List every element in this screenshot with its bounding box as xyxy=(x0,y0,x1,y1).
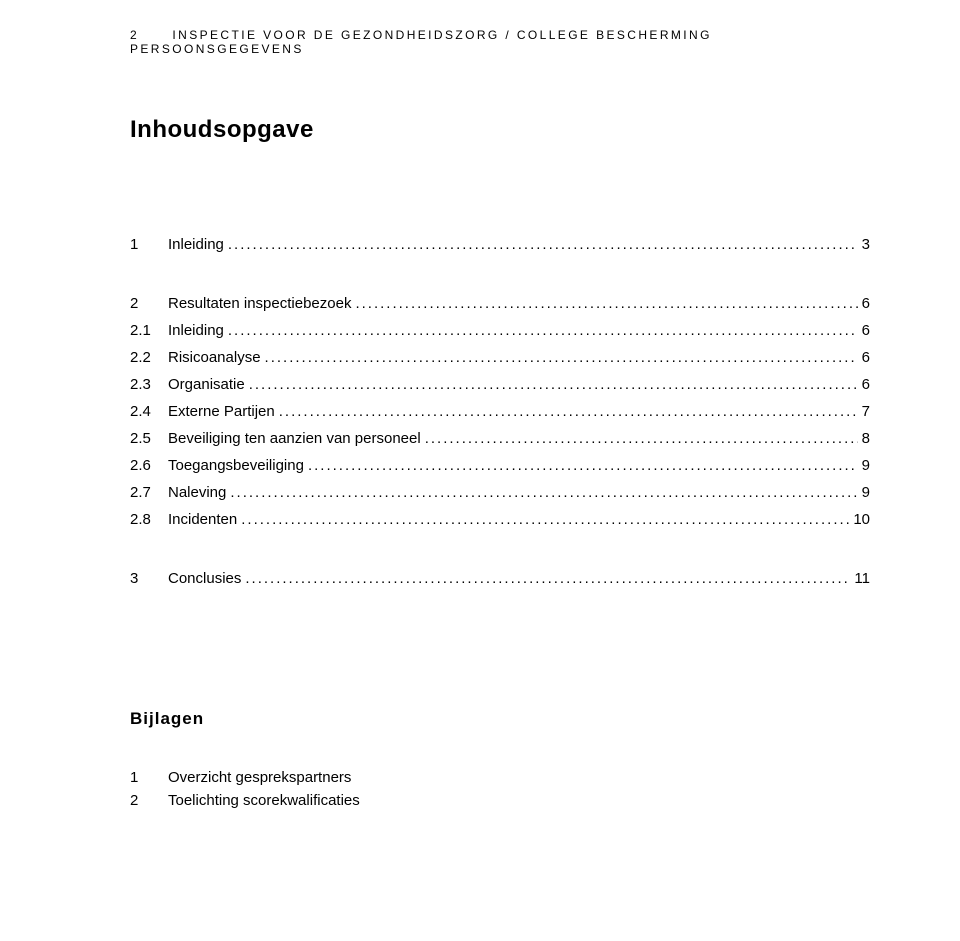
toc-page: 6 xyxy=(858,347,870,368)
toc-page: 9 xyxy=(858,482,870,503)
toc-page: 9 xyxy=(858,455,870,476)
toc-row: 1 Inleiding ............................… xyxy=(130,234,870,255)
attachments-list: 1 Overzicht gesprekspartners 2 Toelichti… xyxy=(130,769,870,809)
toc-leader: ........................................… xyxy=(241,509,849,530)
toc-number: 2.3 xyxy=(130,374,168,395)
attachment-row: 2 Toelichting scorekwalificaties xyxy=(130,792,870,809)
toc-label: Naleving xyxy=(168,482,230,503)
attachment-row: 1 Overzicht gesprekspartners xyxy=(130,769,870,786)
toc-leader: ........................................… xyxy=(245,568,850,589)
toc-label: Organisatie xyxy=(168,374,249,395)
toc-row: 3 Conclusies ...........................… xyxy=(130,568,870,589)
toc-leader: ........................................… xyxy=(249,374,858,395)
spacer xyxy=(130,261,870,287)
toc-page: 11 xyxy=(850,568,870,589)
toc-number: 2.5 xyxy=(130,428,168,449)
table-of-contents: 1 Inleiding ............................… xyxy=(130,234,870,589)
toc-number: 2.2 xyxy=(130,347,168,368)
toc-label: Inleiding xyxy=(168,320,228,341)
attachment-number: 1 xyxy=(130,769,168,786)
toc-row: 2.6 Toegangsbeveiliging ................… xyxy=(130,455,870,476)
attachment-label: Overzicht gesprekspartners xyxy=(168,769,351,786)
toc-label: Externe Partijen xyxy=(168,401,279,422)
toc-page: 6 xyxy=(858,374,870,395)
toc-number: 2.7 xyxy=(130,482,168,503)
page-number: 2 xyxy=(130,28,137,42)
toc-number: 3 xyxy=(130,568,168,589)
toc-leader: ........................................… xyxy=(279,401,858,422)
toc-row: 2.2 Risicoanalyse ......................… xyxy=(130,347,870,368)
toc-number: 2.8 xyxy=(130,509,168,530)
toc-page: 8 xyxy=(858,428,870,449)
running-head-text: INSPECTIE VOOR DE GEZONDHEIDSZORG / COLL… xyxy=(130,28,712,56)
toc-page: 10 xyxy=(849,509,870,530)
toc-row: 2.4 Externe Partijen ...................… xyxy=(130,401,870,422)
running-head: 2 INSPECTIE VOOR DE GEZONDHEIDSZORG / CO… xyxy=(130,28,870,56)
toc-page: 7 xyxy=(858,401,870,422)
toc-leader: ........................................… xyxy=(230,482,857,503)
toc-leader: ........................................… xyxy=(265,347,858,368)
toc-number: 2 xyxy=(130,293,168,314)
toc-row: 2.8 Incidenten .........................… xyxy=(130,509,870,530)
toc-label: Resultaten inspectiebezoek xyxy=(168,293,355,314)
toc-page: 3 xyxy=(858,234,870,255)
toc-number: 1 xyxy=(130,234,168,255)
toc-number: 2.1 xyxy=(130,320,168,341)
toc-label: Beveiliging ten aanzien van personeel xyxy=(168,428,425,449)
toc-page: 6 xyxy=(858,293,870,314)
attachments-heading: Bijlagen xyxy=(130,709,870,729)
toc-row: 2.7 Naleving ...........................… xyxy=(130,482,870,503)
toc-row: 2 Resultaten inspectiebezoek ...........… xyxy=(130,293,870,314)
spacer xyxy=(130,536,870,562)
toc-leader: ........................................… xyxy=(355,293,857,314)
toc-number: 2.6 xyxy=(130,455,168,476)
toc-leader: ........................................… xyxy=(228,320,858,341)
attachment-number: 2 xyxy=(130,792,168,809)
toc-label: Incidenten xyxy=(168,509,241,530)
page: 2 INSPECTIE VOOR DE GEZONDHEIDSZORG / CO… xyxy=(0,0,960,941)
toc-leader: ........................................… xyxy=(308,455,858,476)
toc-label: Toegangsbeveiliging xyxy=(168,455,308,476)
toc-label: Conclusies xyxy=(168,568,245,589)
toc-number: 2.4 xyxy=(130,401,168,422)
toc-row: 2.1 Inleiding ..........................… xyxy=(130,320,870,341)
toc-label: Inleiding xyxy=(168,234,228,255)
toc-row: 2.5 Beveiliging ten aanzien van personee… xyxy=(130,428,870,449)
toc-label: Risicoanalyse xyxy=(168,347,265,368)
toc-row: 2.3 Organisatie ........................… xyxy=(130,374,870,395)
toc-leader: ........................................… xyxy=(228,234,858,255)
toc-leader: ........................................… xyxy=(425,428,858,449)
toc-page: 6 xyxy=(858,320,870,341)
page-title: Inhoudsopgave xyxy=(130,116,870,144)
attachment-label: Toelichting scorekwalificaties xyxy=(168,792,360,809)
